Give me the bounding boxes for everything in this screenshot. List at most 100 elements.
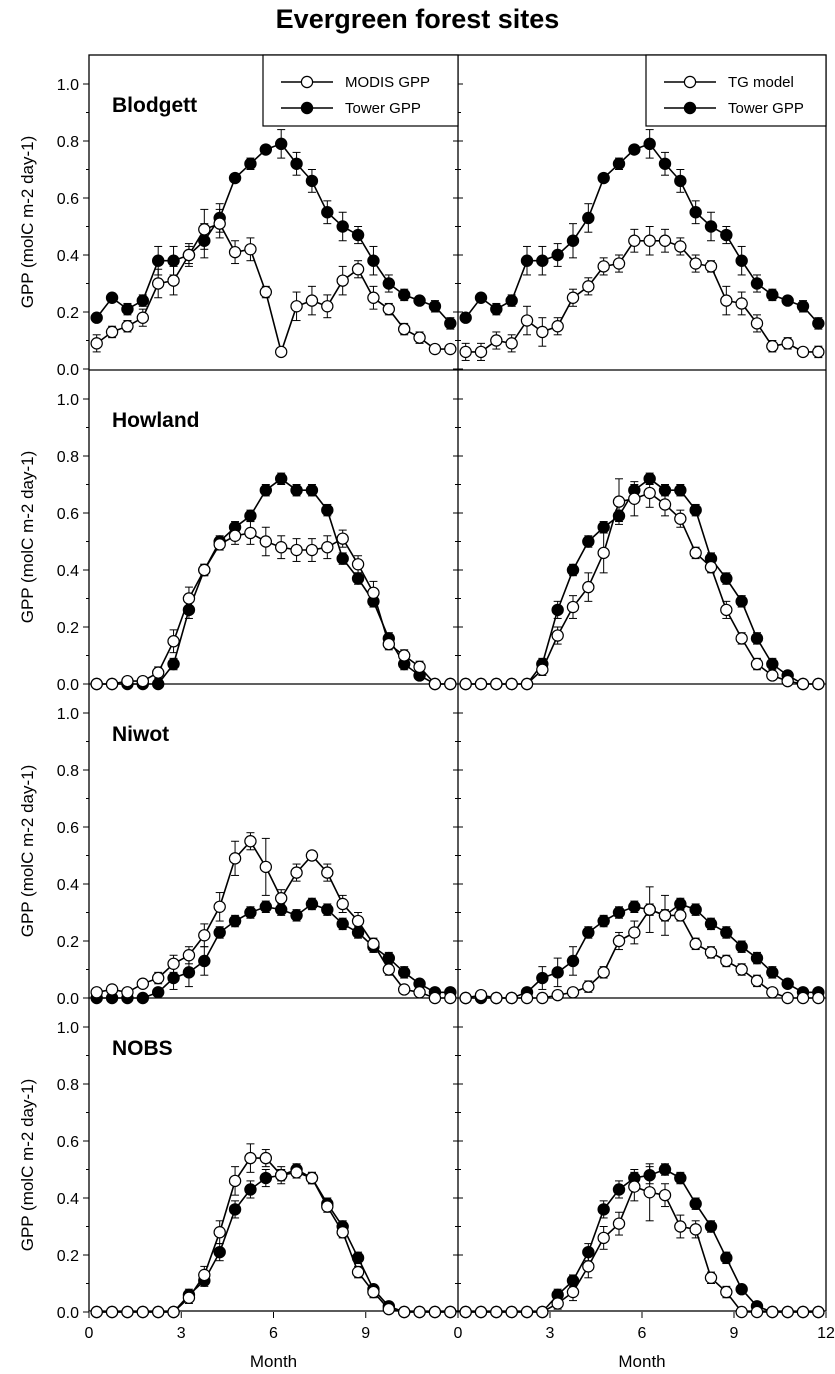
- data-point: [689, 1223, 702, 1236]
- series-tower-right-blodgett: [459, 129, 825, 330]
- x-tick-label: 0: [454, 1325, 463, 1342]
- data-point: [612, 1183, 626, 1196]
- data-point: [182, 248, 196, 262]
- data-point: [198, 223, 211, 236]
- data-point: [351, 228, 365, 242]
- y-tick-label: 1.0: [57, 1020, 79, 1037]
- data-point: [704, 560, 718, 574]
- data-point: [612, 157, 626, 170]
- data-point: [796, 991, 810, 1005]
- data-point: [812, 991, 825, 1005]
- data-point: [305, 294, 319, 307]
- data-point: [505, 337, 518, 350]
- data-point: [397, 649, 411, 662]
- data-point: [382, 637, 396, 651]
- data-point: [597, 521, 610, 534]
- data-point: [551, 988, 564, 1002]
- data-point: [228, 852, 242, 865]
- data-point: [367, 586, 380, 600]
- data-point: [689, 546, 702, 560]
- y-tick-label: 0.2: [57, 305, 79, 322]
- y-tick-label: 1.0: [57, 77, 79, 94]
- site-label: NOBS: [112, 1037, 173, 1060]
- data-point: [151, 666, 165, 679]
- data-point: [781, 1305, 794, 1319]
- data-point: [597, 914, 610, 928]
- y-tick-label: 0.2: [57, 620, 79, 637]
- data-point: [121, 1305, 134, 1319]
- data-point: [704, 1220, 718, 1233]
- data-point: [213, 900, 226, 914]
- data-point: [336, 897, 349, 911]
- data-point: [274, 137, 288, 151]
- data-point: [136, 311, 150, 324]
- data-point: [735, 1282, 748, 1296]
- data-point: [781, 991, 794, 1005]
- legend-left: MODIS GPP Tower GPP: [262, 54, 459, 127]
- data-point: [796, 345, 810, 359]
- data-point: [474, 677, 488, 691]
- data-point: [459, 311, 472, 324]
- data-point: [551, 320, 564, 333]
- data-point: [658, 498, 672, 511]
- data-point: [336, 917, 349, 931]
- data-point: [90, 677, 103, 691]
- data-point: [536, 663, 549, 676]
- data-point: [474, 345, 488, 359]
- data-point: [290, 543, 303, 557]
- data-point: [766, 986, 779, 999]
- data-point: [182, 949, 196, 962]
- data-point: [244, 157, 257, 170]
- data-point: [244, 243, 257, 256]
- data-point: [689, 937, 702, 951]
- data-point: [228, 1203, 242, 1216]
- y-axis-label: GPP (molC m-2 day-1): [18, 136, 37, 309]
- series-tg-nobs: [459, 1163, 825, 1319]
- data-point: [750, 1305, 764, 1319]
- series-line: [96, 839, 451, 999]
- data-point: [290, 1166, 303, 1179]
- data-point: [689, 257, 702, 270]
- data-point: [228, 245, 242, 259]
- y-tick-label: 0.8: [57, 1077, 79, 1094]
- data-point: [167, 1305, 180, 1319]
- data-point: [720, 926, 733, 939]
- data-point: [290, 484, 303, 497]
- data-point: [812, 345, 825, 359]
- data-point: [781, 337, 794, 350]
- series-modis-niwot: [90, 832, 457, 1005]
- data-point: [582, 280, 595, 293]
- data-point: [167, 657, 180, 671]
- y-axis-row-blodgett: 0.0 0.2 0.4 0.6 0.8 1.0 GPP (molC m-2 day-1) Bl…: [18, 77, 463, 379]
- data-point: [720, 228, 733, 242]
- data-point: [474, 291, 488, 304]
- y-tick-label: 0.0: [57, 677, 79, 694]
- data-point: [305, 897, 319, 911]
- data-point: [520, 314, 534, 327]
- data-point: [812, 677, 825, 691]
- data-point: [766, 288, 779, 302]
- data-point: [735, 595, 748, 608]
- data-point: [136, 977, 150, 990]
- legend-label: TG model: [728, 74, 794, 91]
- series-modis-howland: [90, 521, 457, 691]
- data-point: [367, 254, 380, 267]
- y-tick-label: 0.6: [57, 820, 79, 837]
- legend-label: MODIS GPP: [345, 74, 430, 91]
- data-point: [167, 635, 180, 648]
- legend-right: TG model Tower GPP: [645, 54, 827, 127]
- data-point: [704, 1271, 718, 1285]
- series-line: [96, 1168, 451, 1313]
- data-point: [336, 1225, 349, 1239]
- data-point: [796, 677, 810, 691]
- data-point: [720, 294, 733, 307]
- data-point: [382, 277, 396, 290]
- data-point: [259, 900, 273, 914]
- data-point: [536, 254, 549, 267]
- data-point: [428, 991, 442, 1005]
- data-point: [90, 986, 103, 999]
- data-point: [720, 1251, 733, 1265]
- data-point: [428, 300, 442, 313]
- data-point: [413, 660, 426, 674]
- data-point: [136, 1305, 150, 1319]
